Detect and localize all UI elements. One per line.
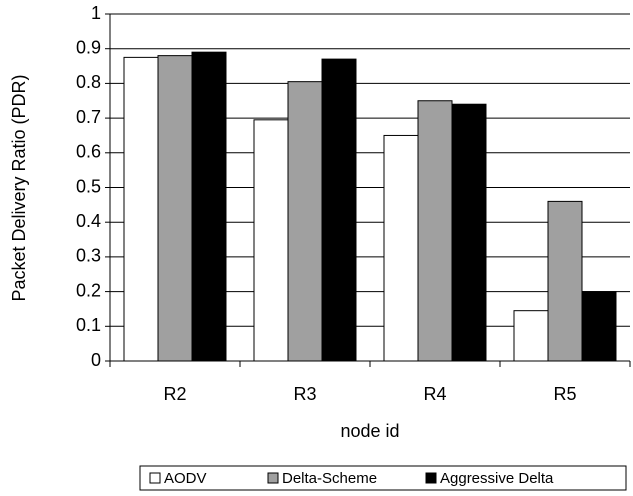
x-tick-label: R5: [553, 384, 576, 404]
bar: [191, 51, 227, 362]
y-tick-label: 0.2: [76, 280, 101, 300]
y-tick-label: 0: [91, 350, 101, 370]
y-tick-label: 0.1: [76, 315, 101, 335]
bar: [581, 291, 617, 362]
bar: [321, 58, 357, 362]
bar: [287, 81, 323, 362]
legend-label: Aggressive Delta: [440, 470, 554, 487]
y-tick-label: 0.7: [76, 107, 101, 127]
bar: [383, 134, 419, 362]
legend-label: Delta-Scheme: [282, 470, 377, 487]
bar: [513, 310, 549, 362]
bar: [123, 56, 159, 362]
legend-swatch: [425, 472, 437, 484]
x-tick-label: R3: [293, 384, 316, 404]
y-tick-label: 0.3: [76, 246, 101, 266]
bar: [417, 100, 453, 362]
y-tick-label: 1: [91, 3, 101, 23]
x-axis-title: node id: [340, 421, 399, 441]
legend-swatch: [267, 472, 279, 484]
y-tick-label: 0.9: [76, 37, 101, 57]
bar: [253, 119, 289, 362]
x-tick-label: R4: [423, 384, 446, 404]
y-axis-title: Packet Delivery Ratio (PDR): [9, 74, 29, 301]
legend-box: [139, 465, 627, 491]
legend-swatch: [149, 472, 161, 484]
y-tick-label: 0.4: [76, 211, 101, 231]
bar: [451, 103, 487, 362]
x-tick-label: R2: [163, 384, 186, 404]
bar: [547, 200, 583, 362]
y-tick-label: 0.6: [76, 142, 101, 162]
y-tick-label: 0.5: [76, 176, 101, 196]
y-tick-label: 0.8: [76, 72, 101, 92]
legend-label: AODV: [164, 470, 207, 487]
bar: [157, 55, 193, 362]
